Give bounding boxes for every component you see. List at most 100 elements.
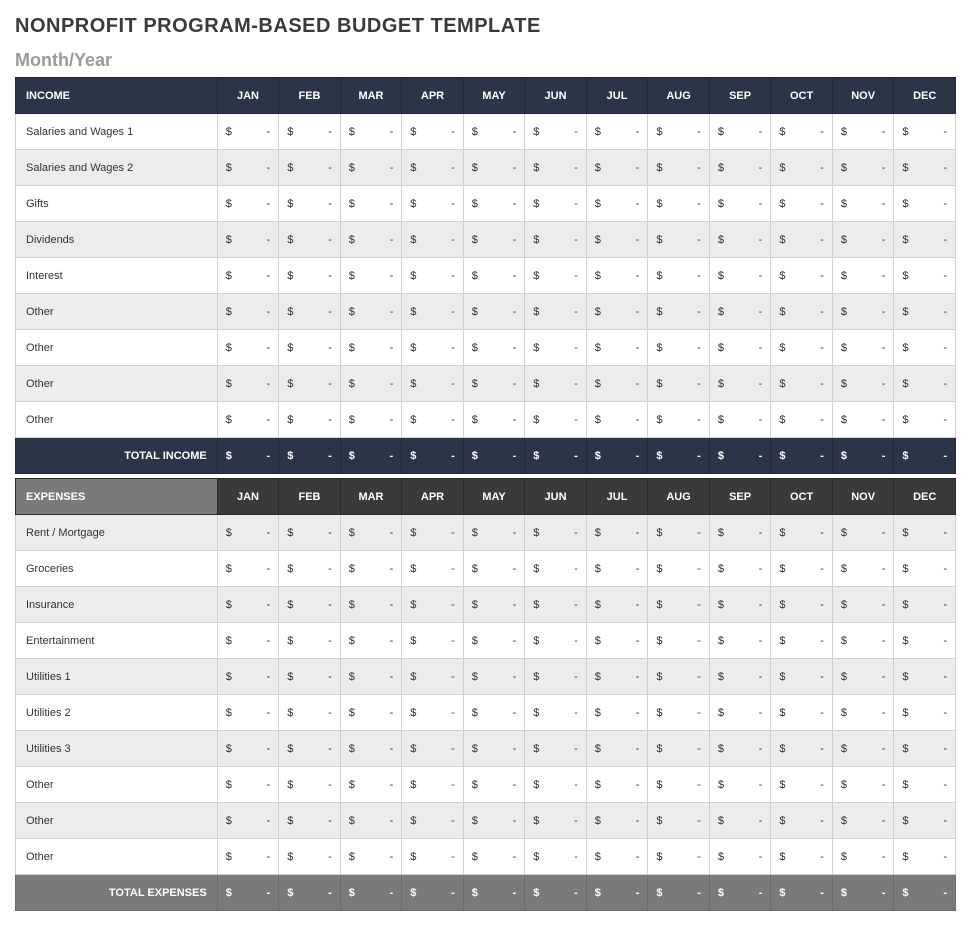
- value-cell[interactable]: $-: [217, 695, 279, 731]
- value-cell[interactable]: $-: [648, 258, 710, 294]
- value-cell[interactable]: $-: [217, 150, 279, 186]
- value-cell[interactable]: $-: [771, 803, 833, 839]
- value-cell[interactable]: $-: [525, 222, 587, 258]
- value-cell[interactable]: $-: [894, 515, 956, 551]
- value-cell[interactable]: $-: [894, 402, 956, 438]
- value-cell[interactable]: $-: [771, 150, 833, 186]
- row-label[interactable]: Dividends: [16, 222, 218, 258]
- value-cell[interactable]: $-: [648, 515, 710, 551]
- row-label[interactable]: Other: [16, 294, 218, 330]
- value-cell[interactable]: $-: [709, 330, 771, 366]
- value-cell[interactable]: $-: [463, 330, 525, 366]
- value-cell[interactable]: $-: [340, 695, 402, 731]
- value-cell[interactable]: $-: [586, 402, 648, 438]
- value-cell[interactable]: $-: [463, 150, 525, 186]
- value-cell[interactable]: $-: [586, 222, 648, 258]
- value-cell[interactable]: $-: [402, 222, 464, 258]
- value-cell[interactable]: $-: [217, 803, 279, 839]
- row-label[interactable]: Salaries and Wages 2: [16, 150, 218, 186]
- value-cell[interactable]: $-: [832, 258, 894, 294]
- value-cell[interactable]: $-: [217, 186, 279, 222]
- value-cell[interactable]: $-: [709, 695, 771, 731]
- value-cell[interactable]: $-: [402, 114, 464, 150]
- value-cell[interactable]: $-: [709, 731, 771, 767]
- value-cell[interactable]: $-: [771, 659, 833, 695]
- value-cell[interactable]: $-: [771, 515, 833, 551]
- value-cell[interactable]: $-: [463, 839, 525, 875]
- value-cell[interactable]: $-: [279, 114, 341, 150]
- value-cell[interactable]: $-: [771, 258, 833, 294]
- value-cell[interactable]: $-: [463, 659, 525, 695]
- value-cell[interactable]: $-: [586, 114, 648, 150]
- value-cell[interactable]: $-: [217, 114, 279, 150]
- value-cell[interactable]: $-: [832, 803, 894, 839]
- value-cell[interactable]: $-: [525, 695, 587, 731]
- value-cell[interactable]: $-: [279, 366, 341, 402]
- value-cell[interactable]: $-: [463, 402, 525, 438]
- value-cell[interactable]: $-: [525, 623, 587, 659]
- value-cell[interactable]: $-: [463, 258, 525, 294]
- value-cell[interactable]: $-: [894, 623, 956, 659]
- value-cell[interactable]: $-: [648, 150, 710, 186]
- value-cell[interactable]: $-: [525, 839, 587, 875]
- value-cell[interactable]: $-: [586, 150, 648, 186]
- value-cell[interactable]: $-: [771, 330, 833, 366]
- value-cell[interactable]: $-: [771, 695, 833, 731]
- value-cell[interactable]: $-: [463, 186, 525, 222]
- value-cell[interactable]: $-: [340, 258, 402, 294]
- value-cell[interactable]: $-: [402, 258, 464, 294]
- value-cell[interactable]: $-: [217, 839, 279, 875]
- value-cell[interactable]: $-: [832, 659, 894, 695]
- value-cell[interactable]: $-: [894, 659, 956, 695]
- value-cell[interactable]: $-: [648, 366, 710, 402]
- value-cell[interactable]: $-: [525, 551, 587, 587]
- value-cell[interactable]: $-: [217, 294, 279, 330]
- value-cell[interactable]: $-: [217, 366, 279, 402]
- value-cell[interactable]: $-: [217, 222, 279, 258]
- value-cell[interactable]: $-: [832, 294, 894, 330]
- row-label[interactable]: Insurance: [16, 587, 218, 623]
- value-cell[interactable]: $-: [217, 258, 279, 294]
- value-cell[interactable]: $-: [402, 330, 464, 366]
- value-cell[interactable]: $-: [217, 330, 279, 366]
- value-cell[interactable]: $-: [586, 803, 648, 839]
- value-cell[interactable]: $-: [586, 258, 648, 294]
- value-cell[interactable]: $-: [279, 659, 341, 695]
- value-cell[interactable]: $-: [709, 258, 771, 294]
- value-cell[interactable]: $-: [771, 551, 833, 587]
- value-cell[interactable]: $-: [340, 767, 402, 803]
- value-cell[interactable]: $-: [463, 515, 525, 551]
- value-cell[interactable]: $-: [771, 731, 833, 767]
- value-cell[interactable]: $-: [832, 515, 894, 551]
- value-cell[interactable]: $-: [279, 330, 341, 366]
- value-cell[interactable]: $-: [894, 587, 956, 623]
- value-cell[interactable]: $-: [525, 731, 587, 767]
- value-cell[interactable]: $-: [340, 330, 402, 366]
- value-cell[interactable]: $-: [648, 222, 710, 258]
- value-cell[interactable]: $-: [894, 150, 956, 186]
- value-cell[interactable]: $-: [279, 402, 341, 438]
- value-cell[interactable]: $-: [832, 402, 894, 438]
- value-cell[interactable]: $-: [402, 623, 464, 659]
- value-cell[interactable]: $-: [217, 623, 279, 659]
- value-cell[interactable]: $-: [340, 587, 402, 623]
- row-label[interactable]: Utilities 3: [16, 731, 218, 767]
- value-cell[interactable]: $-: [894, 114, 956, 150]
- value-cell[interactable]: $-: [709, 515, 771, 551]
- value-cell[interactable]: $-: [402, 551, 464, 587]
- value-cell[interactable]: $-: [648, 587, 710, 623]
- value-cell[interactable]: $-: [771, 186, 833, 222]
- value-cell[interactable]: $-: [402, 803, 464, 839]
- value-cell[interactable]: $-: [463, 623, 525, 659]
- row-label[interactable]: Other: [16, 767, 218, 803]
- value-cell[interactable]: $-: [771, 222, 833, 258]
- value-cell[interactable]: $-: [709, 839, 771, 875]
- value-cell[interactable]: $-: [648, 767, 710, 803]
- value-cell[interactable]: $-: [217, 767, 279, 803]
- value-cell[interactable]: $-: [402, 515, 464, 551]
- value-cell[interactable]: $-: [586, 366, 648, 402]
- value-cell[interactable]: $-: [648, 803, 710, 839]
- value-cell[interactable]: $-: [217, 731, 279, 767]
- row-label[interactable]: Groceries: [16, 551, 218, 587]
- row-label[interactable]: Other: [16, 402, 218, 438]
